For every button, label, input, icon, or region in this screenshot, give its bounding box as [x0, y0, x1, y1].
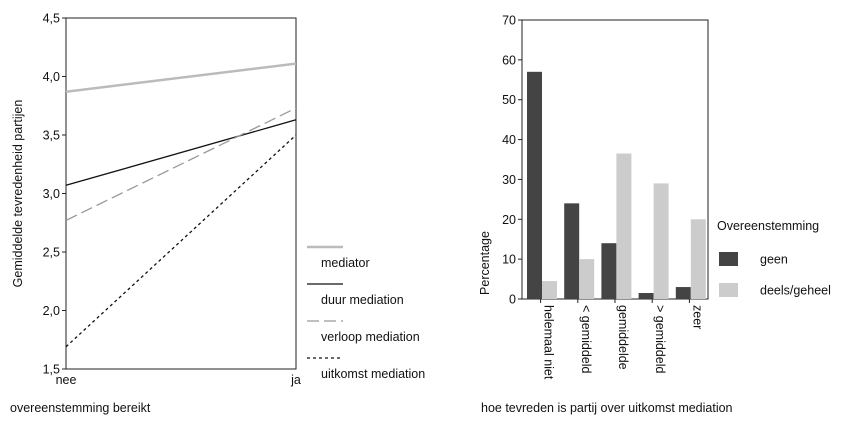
bar [601, 243, 617, 299]
legend-swatch [719, 283, 738, 297]
y-tick-label: 60 [502, 53, 516, 67]
y-axis-label: Gemiddelde tevredenheid partijen [11, 100, 25, 288]
bar [527, 71, 542, 299]
legend-swatch [719, 252, 738, 266]
y-tick-label: 3,5 [43, 129, 60, 143]
legend-label: deels/geheel [760, 284, 831, 298]
bar [579, 259, 595, 299]
bar [638, 293, 654, 299]
legend-label: verloop mediation [321, 330, 420, 344]
y-tick-label: 50 [502, 93, 516, 107]
line-chart-xlabel: overeenstemming bereikt [10, 401, 151, 415]
series-line [65, 134, 297, 348]
bar-chart-xlabel: hoe tevreden is partij over uitkomst med… [481, 401, 733, 415]
legend-label: uitkomst mediation [321, 367, 425, 381]
bar [675, 287, 691, 299]
x-tick-label: > gemiddeld [653, 305, 667, 373]
y-tick-label: 2,5 [43, 246, 60, 260]
x-tick-label: zeer [690, 305, 704, 329]
y-tick-label: 2,0 [43, 304, 60, 318]
y-tick-label: 0 [509, 293, 516, 307]
bar [690, 219, 706, 299]
y-tick-label: 4,5 [43, 12, 60, 26]
y-tick-label: 30 [502, 173, 516, 187]
y-tick-label: 1,5 [43, 363, 60, 377]
y-tick-label: 20 [502, 213, 516, 227]
y-tick-label: 40 [502, 133, 516, 147]
y-tick-label: 3,0 [43, 187, 60, 201]
line-chart: 1,5 2,0 2,5 3,0 3,5 4,0 4,5 nee ja Gemiddelde tev… [11, 12, 425, 388]
legend-label: duur mediation [321, 293, 404, 307]
x-tick-label: < gemiddeld [579, 305, 593, 373]
plot-frame [65, 17, 297, 370]
y-axis-label: Percentage [478, 231, 492, 295]
series-line [65, 107, 297, 221]
bar [564, 203, 580, 299]
x-tick-label: ja [290, 373, 301, 387]
y-tick-label: 4,0 [43, 70, 60, 84]
y-tick-label: 10 [502, 253, 516, 267]
series-line [65, 119, 297, 186]
legend-title: Overeenstemming [717, 219, 819, 233]
x-tick-label: nee [56, 373, 77, 387]
series-line [65, 62, 297, 93]
x-tick-label: gemiddelde [616, 305, 630, 370]
bar-chart: 0 10 20 30 40 50 60 70 Percentage helemaal niet < … [478, 14, 831, 380]
bar [542, 281, 557, 299]
legend-label: geen [760, 253, 788, 267]
bar [616, 153, 632, 299]
x-tick-label: helemaal niet [542, 305, 556, 380]
bar [653, 183, 669, 299]
y-tick-label: 70 [502, 14, 516, 28]
legend-label: mediator [321, 256, 370, 270]
